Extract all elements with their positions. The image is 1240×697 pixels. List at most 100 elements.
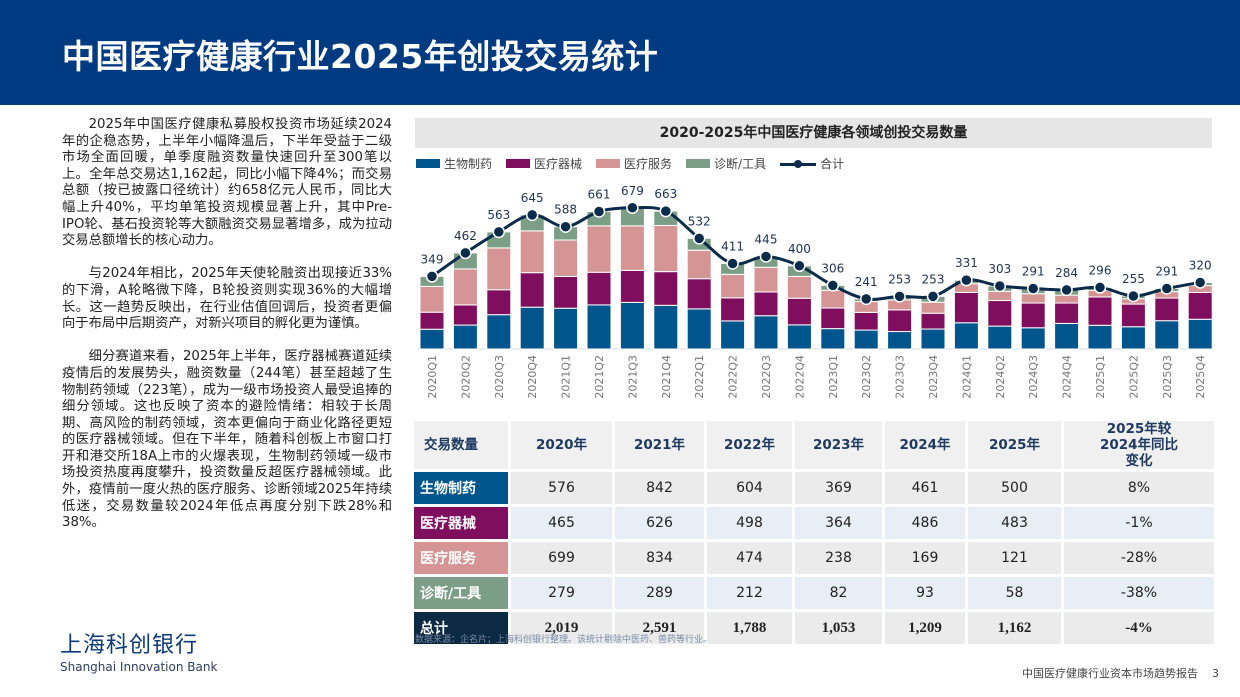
bar-segment	[1087, 324, 1113, 350]
x-tick-label: 2023Q1	[827, 355, 840, 399]
data-label: 462	[454, 229, 477, 243]
bar-segment	[686, 278, 712, 310]
legend-label: 生物制药	[444, 157, 493, 171]
bar-segment	[1087, 296, 1113, 326]
total-point	[1026, 282, 1040, 295]
table-cell: 498	[707, 507, 792, 539]
table-cell: 483	[968, 507, 1061, 539]
data-label: 296	[1089, 263, 1112, 277]
slide-footer: 中国医疗健康行业资本市场趋势报告 3	[1022, 665, 1219, 681]
table-cell: 626	[615, 507, 704, 539]
body-text: 2025年中国医疗健康私募股权投资市场延续2024年的企稳态势，上半年小幅降温后…	[62, 117, 392, 548]
bar-segment	[953, 322, 979, 350]
data-label: 253	[922, 272, 945, 286]
legend-swatch	[506, 159, 531, 168]
bar-segment	[586, 271, 612, 306]
x-tick-label: 2025Q4	[1194, 355, 1207, 399]
table-cell: -1%	[1064, 507, 1214, 539]
bar-segment	[820, 328, 846, 350]
bar-segment	[653, 224, 679, 273]
row-label: 诊断/工具	[414, 577, 508, 609]
bar-segment	[1020, 327, 1046, 350]
row-label: 生物制药	[414, 472, 508, 504]
column-header: 2024年	[885, 421, 965, 469]
table-cell: 486	[885, 507, 965, 539]
bar-segment	[887, 309, 913, 333]
x-tick-label: 2021Q3	[626, 355, 639, 399]
table-cell: -28%	[1064, 542, 1214, 574]
bar-segment	[1120, 303, 1146, 328]
bar-segment	[486, 247, 512, 291]
x-tick-label: 2021Q4	[660, 355, 673, 399]
total-point	[793, 259, 806, 273]
total-point	[626, 201, 639, 215]
data-label: 303	[988, 262, 1011, 276]
x-tick-label: 2025Q2	[1127, 355, 1140, 399]
total-point	[960, 273, 973, 287]
legend-item: 生物制药	[416, 155, 492, 172]
x-tick-label: 2024Q1	[960, 355, 973, 399]
bar-segment	[786, 275, 812, 299]
bar-segment	[987, 290, 1013, 302]
bar-segment	[753, 291, 779, 317]
table-cell: 500	[968, 472, 1061, 504]
bar-segment	[920, 328, 946, 350]
bar-segment	[1187, 318, 1213, 350]
x-tick-label: 2022Q4	[793, 355, 806, 399]
bar-segment	[720, 273, 746, 299]
data-label: 663	[654, 187, 677, 201]
x-tick-label: 2025Q3	[1161, 355, 1174, 399]
legend-item: 医疗器械	[506, 155, 582, 172]
bar-segment	[419, 311, 445, 330]
table-cell: 1,053	[795, 612, 882, 644]
column-header: 2021年	[615, 421, 704, 469]
bar-segment	[1020, 302, 1046, 329]
paragraph: 2025年中国医疗健康私募股权投资市场延续2024年的企稳态势，上半年小幅降温后…	[62, 117, 392, 249]
table-row: 医疗器械 465 626 498 364 486 483 -1%	[414, 507, 1214, 539]
bar-segment	[419, 328, 445, 350]
column-header: 2025年	[968, 421, 1061, 469]
data-label: 563	[487, 208, 510, 222]
row-label: 医疗器械	[414, 507, 508, 539]
bar-segment	[820, 289, 846, 309]
bar-segment	[519, 306, 545, 350]
column-header: 交易数量	[414, 421, 508, 469]
legend-swatch	[596, 159, 621, 168]
bar-segment	[753, 315, 779, 350]
bar-segment	[1154, 297, 1180, 322]
bar-segment	[953, 291, 979, 324]
x-tick-label: 2023Q4	[927, 355, 940, 399]
table-row: 总计 2,019 2,591 1,788 1,053 1,209 1,162 -4%	[414, 612, 1214, 644]
row-label: 总计	[414, 612, 508, 644]
table-cell: 474	[707, 542, 792, 574]
column-header: 2025年较2024年同比变化	[1064, 421, 1214, 469]
bar-segment	[653, 304, 679, 350]
legend-label: 合计	[820, 157, 845, 171]
table-cell: 604	[707, 472, 792, 504]
data-label: 331	[955, 256, 978, 270]
data-label: 291	[1155, 264, 1178, 278]
table-cell: 834	[615, 542, 704, 574]
total-point	[1127, 289, 1140, 303]
logo-english-name: Shanghai Innovation Bank	[60, 660, 218, 674]
bar-segment	[753, 266, 779, 293]
deal-count-table: 交易数量 2020年 2021年 2022年 2023年 2024年 2025年…	[411, 418, 1217, 647]
data-label: 253	[888, 272, 911, 286]
data-label: 645	[521, 191, 544, 205]
table-cell: 93	[885, 577, 965, 609]
legend-label: 医疗器械	[534, 157, 583, 171]
row-label: 医疗服务	[414, 542, 508, 574]
table-cell: 279	[511, 577, 612, 609]
total-point	[993, 279, 1007, 293]
total-point	[525, 208, 539, 222]
data-label: 306	[821, 261, 844, 275]
table-cell: 699	[511, 542, 612, 574]
bar-segment	[853, 329, 879, 350]
table-cell: 169	[885, 542, 965, 574]
data-label: 445	[755, 232, 778, 246]
legend-swatch	[686, 159, 711, 168]
table-cell: 461	[885, 472, 965, 504]
bar-segment	[619, 225, 645, 271]
bar-segment	[887, 331, 913, 350]
table-cell: 1,209	[885, 612, 965, 644]
